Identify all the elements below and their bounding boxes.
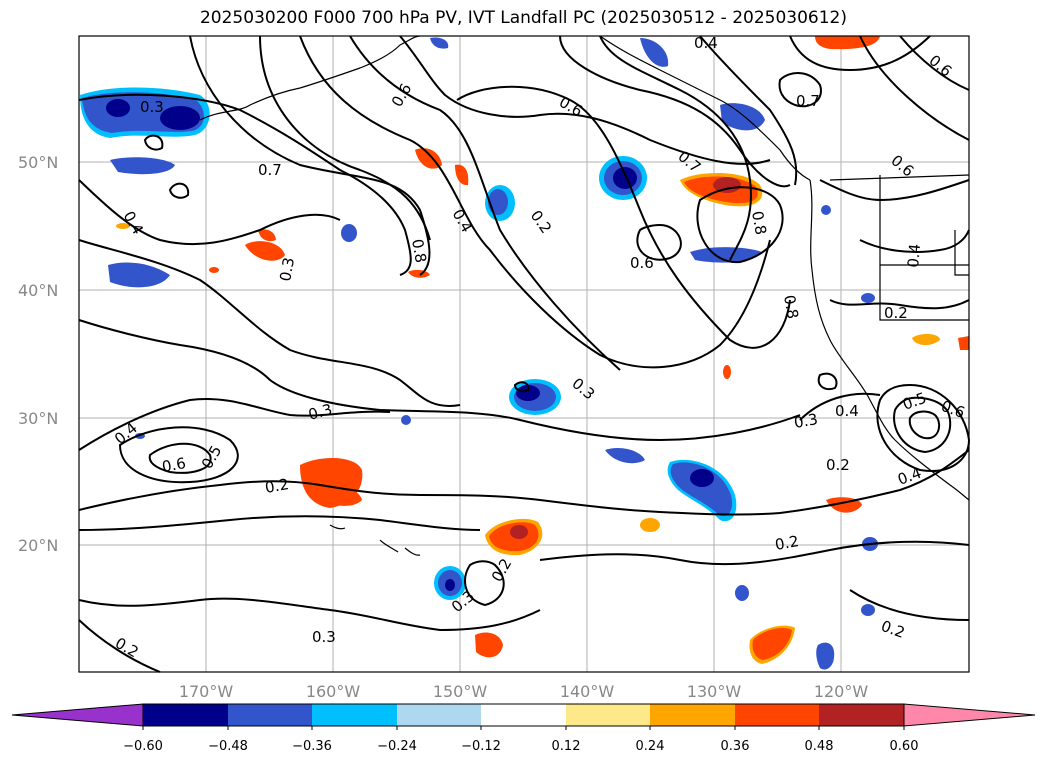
colorbar-swatch <box>228 704 312 726</box>
colorbar-tick-label: −0.48 <box>208 739 248 754</box>
contour-label: 0.8 <box>748 210 770 237</box>
contour-label: 0.3 <box>312 628 336 646</box>
contour-label: 0.8 <box>780 294 802 321</box>
pv-contours <box>78 35 971 673</box>
contour-label: 0.4 <box>694 34 718 52</box>
contour-label: 0.7 <box>258 161 282 179</box>
colorbar-swatch <box>566 704 650 726</box>
colorbar-swatch <box>397 704 481 726</box>
colorbar-tick-label: −0.36 <box>292 739 332 754</box>
contour-label: 0.7 <box>796 92 820 110</box>
lat-tick-label: 20°N <box>18 536 58 555</box>
colorbar-border <box>142 703 905 727</box>
colorbar-tick-label: −0.24 <box>377 739 417 754</box>
colorbar-extend-high <box>903 703 1036 727</box>
contour-label: 0.3 <box>306 400 334 424</box>
contour-label: 0.3 <box>276 256 298 283</box>
contour-label: 0.3 <box>793 410 820 432</box>
colorbar-swatch <box>481 704 566 726</box>
lat-tick-label: 30°N <box>18 409 58 428</box>
contour-label: 0.6 <box>630 254 654 272</box>
lon-tick-label: 120°W <box>814 682 869 701</box>
lon-tick-label: 170°W <box>179 682 234 701</box>
colorbar-ticks <box>142 726 905 730</box>
contour-label: 0.2 <box>826 456 850 474</box>
lon-tick-label: 130°W <box>687 682 742 701</box>
contour-label: 0.4 <box>835 402 859 420</box>
colorbar-swatch <box>143 704 228 726</box>
lat-tick-label: 50°N <box>18 153 58 172</box>
colorbar-tick-label: 0.36 <box>721 739 750 754</box>
lat-tick-labels: 50°N 40°N 30°N 20°N <box>18 153 58 555</box>
lat-tick-label: 40°N <box>18 281 58 300</box>
colorbar-swatch <box>735 704 819 726</box>
colorbar-extend-low <box>11 703 144 727</box>
coastlines <box>199 35 970 556</box>
negative-anomaly-patches <box>80 37 878 670</box>
contour-label: 0.8 <box>408 238 430 265</box>
colorbar-tick-label: −0.12 <box>461 739 501 754</box>
contour-label: 0.6 <box>161 454 188 476</box>
colorbar-tick-label: 0.24 <box>636 739 665 754</box>
contour-label: 0.4 <box>904 243 924 268</box>
colorbar: −0.60 −0.48 −0.36 −0.24 −0.12 0.12 0.24 … <box>11 703 1036 754</box>
lon-tick-label: 140°W <box>560 682 615 701</box>
map-title: 2025030200 F000 700 hPa PV, IVT Landfall… <box>199 8 847 28</box>
colorbar-swatch <box>819 704 904 726</box>
lon-tick-label: 160°W <box>306 682 361 701</box>
contour-label: 0.2 <box>774 532 801 554</box>
colorbar-tick-label: 0.60 <box>890 739 919 754</box>
colorbar-swatch <box>312 704 397 726</box>
contour-label: 0.2 <box>884 304 908 322</box>
colorbar-tick-label: −0.60 <box>123 739 163 754</box>
contour-label: 0.3 <box>140 98 164 116</box>
colorbar-tick-label: 0.48 <box>805 739 834 754</box>
colorbar-swatch <box>650 704 735 726</box>
contour-label: 0.2 <box>264 475 291 497</box>
map-frame <box>79 36 969 672</box>
lon-tick-label: 150°W <box>433 682 488 701</box>
map-border <box>78 35 970 673</box>
lon-tick-labels: 170°W 160°W 150°W 140°W 130°W 120°W <box>179 682 869 701</box>
colorbar-tick-label: 0.12 <box>552 739 581 754</box>
